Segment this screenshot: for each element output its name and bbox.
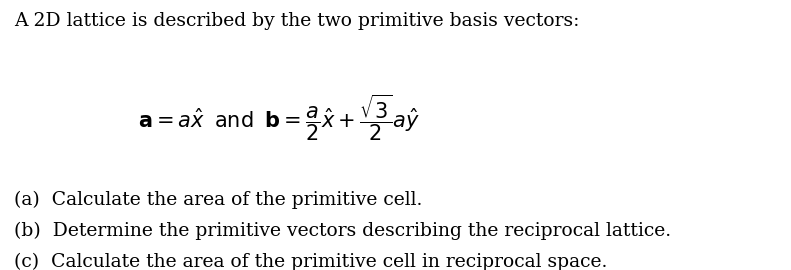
Text: $\mathbf{a} = a\hat{x}\;\;\mathrm{and}\;\; \mathbf{b} = \dfrac{a}{2}\hat{x} + \d: $\mathbf{a} = a\hat{x}\;\;\mathrm{and}\;…	[138, 92, 421, 143]
Text: (a)  Calculate the area of the primitive cell.: (a) Calculate the area of the primitive …	[14, 190, 422, 209]
Text: (c)  Calculate the area of the primitive cell in reciprocal space.: (c) Calculate the area of the primitive …	[14, 252, 607, 270]
Text: A 2D lattice is described by the two primitive basis vectors:: A 2D lattice is described by the two pri…	[14, 12, 580, 30]
Text: (b)  Determine the primitive vectors describing the reciprocal lattice.: (b) Determine the primitive vectors desc…	[14, 221, 672, 240]
